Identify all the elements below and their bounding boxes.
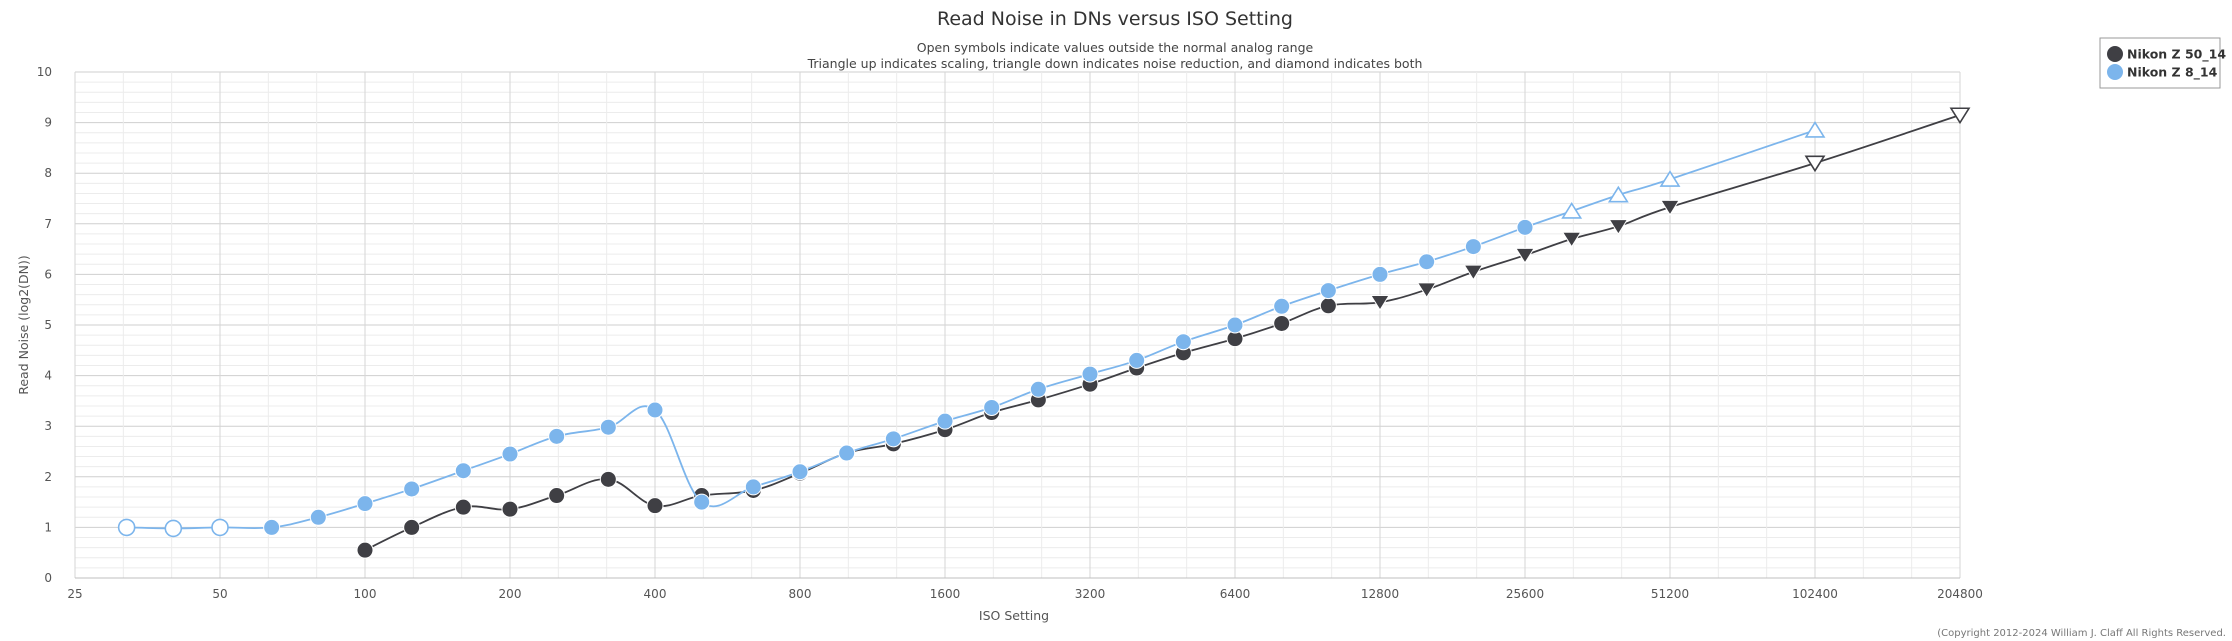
chart-title: Read Noise in DNs versus ISO Setting (937, 8, 1293, 30)
x-tick-label: 204800 (1937, 587, 1983, 601)
series-nikon-z-50-14-point (1804, 155, 1826, 173)
y-tick-label: 5 (44, 318, 52, 332)
grid (74, 71, 1961, 579)
series-nikon-z-50-14-point (356, 541, 374, 559)
series-nikon-z-8-14-point (1561, 201, 1583, 219)
series-nikon-z-8-14-point (884, 430, 902, 448)
series-nikon-z-50-14-point (1463, 264, 1484, 281)
series-nikon-z-8-14-point (1029, 380, 1047, 398)
legend-marker-nikon-z50 (2107, 46, 2123, 62)
series-nikon-z-8-14-point (356, 495, 374, 513)
x-tick-label: 100 (354, 587, 377, 601)
series-nikon-z-50-14-point (1660, 199, 1680, 216)
series-nikon-z-8-14 (117, 121, 1826, 538)
series-nikon-z-8-14-point (548, 427, 566, 445)
legend-item-nikon-z8[interactable]: Nikon Z 8_14 (2107, 64, 2218, 81)
series-nikon-z-50-14-point (1416, 282, 1437, 299)
series-nikon-z-50-14-point (1949, 107, 1971, 125)
x-tick-label: 25 (67, 587, 82, 601)
y-axis-label: Read Noise (log2(DN)) (16, 255, 31, 395)
series-nikon-z-50-14-point (1319, 297, 1337, 315)
series-nikon-z-8-14-point (1081, 365, 1099, 383)
legend[interactable]: Nikon Z 50_14 Nikon Z 8_14 (2099, 37, 2226, 89)
x-tick-label: 102400 (1792, 587, 1838, 601)
series-nikon-z-8-14-point (1804, 121, 1826, 138)
x-tick-label: 1600 (930, 587, 961, 601)
series-nikon-z-50-14-point (403, 518, 421, 536)
x-tick-label: 25600 (1506, 587, 1544, 601)
x-tick-label: 800 (789, 587, 812, 601)
series-nikon-z-8-14-point (936, 412, 954, 430)
series-nikon-z-8-14-point (1226, 316, 1244, 334)
x-tick-label: 3200 (1075, 587, 1106, 601)
legend-label-nikon-z50: Nikon Z 50_14 (2127, 47, 2226, 63)
series-nikon-z-8-14-point (1607, 185, 1629, 203)
series (117, 107, 1971, 559)
y-tick-label: 4 (44, 369, 52, 383)
y-tick-label: 3 (44, 419, 52, 433)
legend-item-nikon-z50[interactable]: Nikon Z 50_14 (2107, 46, 2226, 63)
series-nikon-z-8-14-point (791, 463, 809, 481)
series-nikon-z-50-14-point (1515, 247, 1535, 264)
series-nikon-z-8-14-point (263, 518, 281, 536)
series-nikon-z-8-14-point (309, 508, 327, 526)
y-tick-label: 7 (44, 217, 52, 231)
series-nikon-z-8-14-point (501, 445, 519, 463)
legend-box (2099, 37, 2221, 89)
series-nikon-z-8-14-point (646, 401, 664, 419)
chart-subtitle-line-1: Open symbols indicate values outside the… (917, 40, 1314, 55)
series-nikon-z-8-14-point (1273, 297, 1291, 315)
y-tick-label: 8 (44, 166, 52, 180)
series-nikon-z-50-14-point (548, 487, 566, 505)
series-nikon-z-8-14-point (117, 518, 136, 537)
series-nikon-z-8-14-point (693, 493, 711, 511)
y-tick-label: 9 (44, 116, 52, 130)
series-nikon-z-50-14-point (1608, 219, 1629, 235)
y-tick-label: 0 (44, 571, 52, 585)
series-nikon-z-8-14-point (1174, 333, 1192, 351)
series-nikon-z-50-14 (356, 107, 1971, 559)
x-tick-label: 6400 (1220, 587, 1251, 601)
series-nikon-z-8-14-point (838, 444, 856, 462)
series-nikon-z-8-14-point (1371, 265, 1389, 283)
x-tick-label: 51200 (1651, 587, 1689, 601)
series-nikon-z-8-14-point (211, 518, 229, 537)
series-nikon-z-8-14-point (1418, 253, 1436, 271)
series-nikon-z-50-14-point (1273, 314, 1291, 332)
y-tick-label: 2 (44, 470, 52, 484)
x-tick-label: 12800 (1361, 587, 1399, 601)
chart-subtitle-line-2: Triangle up indicates scaling, triangle … (807, 56, 1423, 71)
series-nikon-z-8-14-point (1516, 218, 1534, 236)
series-nikon-z-8-14-point (1464, 238, 1482, 256)
x-tick-label: 400 (644, 587, 667, 601)
series-nikon-z-8-14-point (1128, 351, 1146, 369)
series-nikon-z-50-14-point (646, 497, 664, 515)
series-nikon-z-50-14-point (501, 500, 519, 518)
series-nikon-z-8-14-point (1319, 282, 1337, 300)
series-nikon-z-50-14-point (599, 470, 617, 488)
series-nikon-z-50-14-point (1370, 294, 1390, 311)
axes: Read Noise in DNs versus ISO Setting Ope… (16, 8, 2226, 639)
series-nikon-z-50-14-point (1561, 231, 1582, 248)
series-nikon-z-8-14-point (403, 480, 421, 498)
y-tick-label: 10 (37, 65, 52, 79)
series-nikon-z-8-14-point (744, 478, 762, 496)
copyright-notice: (Copyright 2012-2024 William J. Claff Al… (1937, 628, 2226, 639)
legend-marker-nikon-z8 (2107, 64, 2123, 80)
series-nikon-z-8-14-point (983, 398, 1001, 416)
series-nikon-z-8-14-point (599, 418, 617, 436)
y-tick-label: 1 (44, 520, 52, 534)
x-axis-label: ISO Setting (979, 608, 1049, 623)
series-nikon-z-8-14-point (1659, 170, 1681, 187)
series-nikon-z-8-14-point (454, 462, 472, 480)
series-nikon-z-8-14-line (126, 129, 1816, 530)
series-nikon-z-8-14-point (164, 519, 183, 538)
y-tick-label: 6 (44, 267, 52, 281)
series-nikon-z-50-14-point (454, 498, 472, 516)
x-tick-label: 50 (212, 587, 227, 601)
x-tick-label: 200 (499, 587, 522, 601)
legend-label-nikon-z8: Nikon Z 8_14 (2127, 65, 2218, 81)
